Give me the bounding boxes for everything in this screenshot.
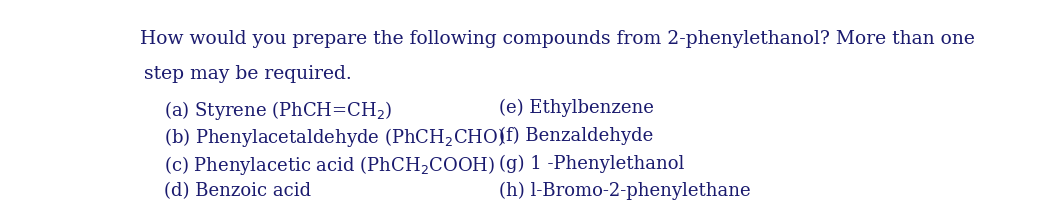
Text: (h) l-Bromo-2-phenylethane: (h) l-Bromo-2-phenylethane <box>499 182 751 200</box>
Text: (f) Benzaldehyde: (f) Benzaldehyde <box>499 127 652 145</box>
Text: (g) 1 -Phenylethanol: (g) 1 -Phenylethanol <box>499 154 684 173</box>
Text: (a) Styrene (PhCH=CH$_2$): (a) Styrene (PhCH=CH$_2$) <box>165 99 393 122</box>
Text: (c) Phenylacetic acid (PhCH$_2$COOH): (c) Phenylacetic acid (PhCH$_2$COOH) <box>165 154 496 177</box>
Text: (d) Benzoic acid: (d) Benzoic acid <box>165 182 311 200</box>
Text: (b) Phenylacetaldehyde (PhCH$_2$CHO): (b) Phenylacetaldehyde (PhCH$_2$CHO) <box>165 127 505 150</box>
Text: step may be required.: step may be required. <box>144 65 352 83</box>
Text: How would you prepare the following compounds from 2-phenylethanol? More than on: How would you prepare the following comp… <box>140 30 975 49</box>
Text: (e) Ethylbenzene: (e) Ethylbenzene <box>499 99 654 117</box>
